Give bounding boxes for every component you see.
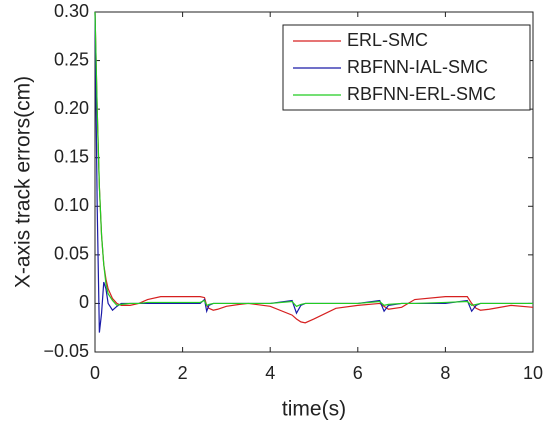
y-tick-label: 0.10 <box>54 195 89 215</box>
x-tick-label: 10 <box>523 363 543 383</box>
legend-label: RBFNN-IAL-SMC <box>347 57 488 77</box>
y-tick-label: 0.05 <box>54 244 89 264</box>
y-tick-label: 0.30 <box>54 1 89 21</box>
legend-label: RBFNN-ERL-SMC <box>347 84 496 104</box>
y-tick-label: 0.25 <box>54 49 89 69</box>
x-tick-label: 0 <box>90 363 100 383</box>
y-axis-label: X-axis track errors(cm) <box>12 76 35 288</box>
y-tick-label: −0.05 <box>43 341 89 361</box>
x-tick-label: 4 <box>265 363 275 383</box>
x-axis-label: time(s) <box>282 398 346 421</box>
x-tick-label: 2 <box>178 363 188 383</box>
series-line <box>94 11 533 308</box>
legend-label: ERL-SMC <box>347 30 428 50</box>
y-tick-label: 0 <box>79 292 89 312</box>
y-tick-label: 0.20 <box>54 98 89 118</box>
series-line <box>94 11 534 324</box>
x-tick-label: 8 <box>440 363 450 383</box>
y-tick-label: 0.15 <box>54 146 89 166</box>
x-tick-label: 6 <box>353 363 363 383</box>
legend-box <box>282 24 531 111</box>
